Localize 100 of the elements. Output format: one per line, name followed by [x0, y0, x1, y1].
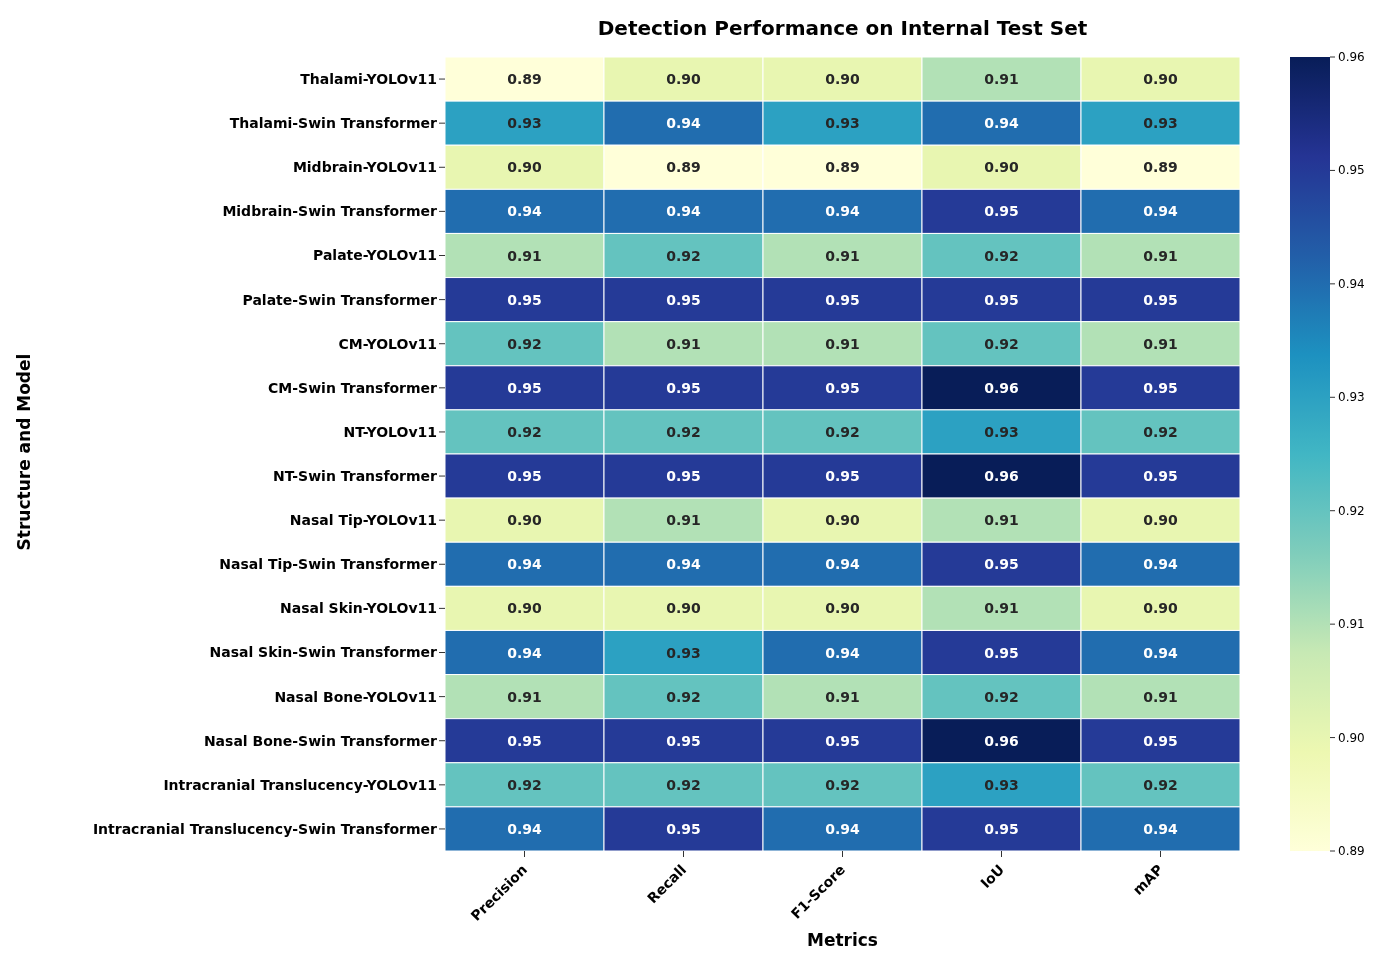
color-bar-label: 0.93	[1338, 390, 1365, 405]
y-tick-label: Midbrain-YOLOv11	[292, 159, 437, 176]
color-bar-label: 0.96	[1338, 50, 1365, 64]
data-label: 0.92	[507, 776, 542, 793]
data-label: 0.90	[825, 71, 861, 88]
data-label: 0.95	[1143, 291, 1178, 308]
y-tick-label: Intracranial Translucency-Swin Transformer	[92, 820, 438, 837]
data-label: 0.95	[666, 291, 701, 308]
data-label: 0.90	[1143, 71, 1179, 88]
data-label: 0.90	[984, 159, 1020, 176]
data-label: 0.94	[984, 115, 1020, 132]
y-tick-label: Nasal Tip-Swin Transformer	[219, 556, 438, 573]
data-label: 0.92	[1143, 423, 1178, 440]
color-bar-label: 0.89	[1338, 844, 1365, 858]
y-tick-label: Nasal Bone-Swin Transformer	[203, 732, 438, 749]
y-tick-label: CM-YOLOv11	[338, 335, 437, 352]
data-label: 0.94	[825, 644, 861, 661]
data-label: 0.91	[507, 688, 542, 705]
data-label: 0.91	[984, 512, 1019, 529]
data-label: 0.96	[984, 732, 1019, 749]
data-label: 0.92	[666, 688, 701, 705]
data-label: 0.90	[507, 512, 543, 529]
data-label: 0.95	[507, 379, 542, 396]
y-tick-label: Intracranial Translucency-YOLOv11	[163, 776, 437, 793]
y-axis-title: Structure and Model	[14, 352, 34, 553]
data-label: 0.94	[507, 644, 543, 661]
y-tick-label: Thalami-Swin Transformer	[229, 115, 438, 132]
y-tick-label: Nasal Skin-Swin Transformer	[209, 644, 438, 661]
y-tick-label: Thalami-YOLOv11	[300, 71, 437, 88]
y-tick-label: Nasal Bone-YOLOv11	[274, 688, 437, 705]
data-label: 0.93	[507, 115, 542, 132]
data-label: 0.91	[984, 600, 1019, 617]
data-label: 0.95	[507, 732, 542, 749]
data-label: 0.95	[1143, 468, 1178, 485]
y-tick-label: NT-Swin Transformer	[273, 468, 438, 485]
data-label: 0.91	[507, 247, 542, 264]
data-label: 0.94	[666, 556, 702, 573]
data-label: 0.93	[984, 423, 1019, 440]
data-label: 0.93	[825, 115, 860, 132]
data-label: 0.92	[1143, 776, 1178, 793]
data-label: 0.93	[1143, 115, 1178, 132]
data-label: 0.95	[984, 203, 1019, 220]
data-label: 0.95	[507, 468, 542, 485]
data-label: 0.95	[825, 732, 860, 749]
data-label: 0.90	[507, 159, 543, 176]
data-label: 0.92	[825, 423, 860, 440]
data-label: 0.92	[984, 688, 1019, 705]
data-label: 0.94	[507, 203, 543, 220]
y-tick-label: NT-YOLOv11	[343, 423, 437, 440]
data-label: 0.92	[984, 335, 1019, 352]
data-label: 0.94	[507, 556, 543, 573]
data-label: 0.93	[666, 644, 701, 661]
data-label: 0.94	[825, 820, 861, 837]
data-label: 0.89	[666, 159, 701, 176]
data-label: 0.92	[984, 247, 1019, 264]
data-label: 0.95	[666, 732, 701, 749]
data-label: 0.91	[825, 335, 860, 352]
data-label: 0.95	[666, 820, 701, 837]
y-tick-label: Palate-Swin Transformer	[242, 291, 438, 308]
data-label: 0.95	[984, 291, 1019, 308]
data-label: 0.91	[825, 247, 860, 264]
color-bar-label: 0.92	[1338, 503, 1365, 518]
data-label: 0.94	[825, 556, 861, 573]
data-label: 0.95	[507, 291, 542, 308]
data-label: 0.92	[825, 776, 860, 793]
data-label: 0.95	[1143, 732, 1178, 749]
data-label: 0.89	[1143, 159, 1178, 176]
data-label: 0.90	[666, 600, 702, 617]
data-label: 0.91	[666, 512, 701, 529]
data-label: 0.91	[666, 335, 701, 352]
data-label: 0.95	[984, 556, 1019, 573]
data-label: 0.91	[1143, 335, 1178, 352]
data-label: 0.95	[825, 379, 860, 396]
data-label: 0.95	[984, 820, 1019, 837]
color-bar-label: 0.94	[1338, 276, 1365, 291]
y-tick-label: Midbrain-Swin Transformer	[222, 203, 438, 220]
chart-title: Detection Performance on Internal Test Set	[596, 16, 1089, 40]
data-label: 0.94	[666, 203, 702, 220]
data-label: 0.90	[507, 600, 543, 617]
y-tick-label: Nasal Tip-YOLOv11	[289, 512, 437, 529]
color-bar-label: 0.90	[1338, 730, 1365, 745]
data-label: 0.94	[507, 820, 543, 837]
data-label: 0.95	[1143, 379, 1178, 396]
data-label: 0.91	[825, 688, 860, 705]
data-label: 0.95	[666, 379, 701, 396]
data-label: 0.95	[825, 468, 860, 485]
data-label: 0.90	[1143, 512, 1179, 529]
y-tick-label: Nasal Skin-YOLOv11	[279, 600, 437, 617]
data-label: 0.91	[1143, 247, 1178, 264]
data-label: 0.90	[825, 600, 861, 617]
data-label: 0.94	[1143, 556, 1179, 573]
data-label: 0.95	[825, 291, 860, 308]
data-label: 0.89	[507, 71, 542, 88]
data-label: 0.91	[984, 71, 1019, 88]
data-label: 0.90	[1143, 600, 1179, 617]
data-label: 0.96	[984, 379, 1019, 396]
color-bar-label: 0.91	[1338, 617, 1365, 632]
y-tick-label: CM-Swin Transformer	[268, 379, 438, 396]
data-label: 0.94	[825, 203, 861, 220]
data-label: 0.90	[825, 512, 861, 529]
